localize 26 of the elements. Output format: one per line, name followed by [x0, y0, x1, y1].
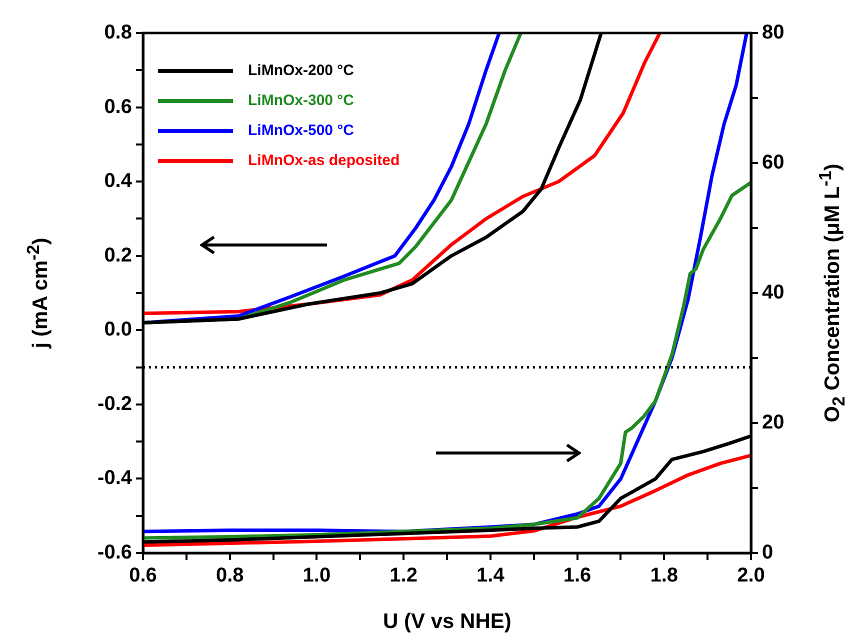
y2-tick-label: 20 — [762, 412, 784, 434]
y2-tick-label: 40 — [762, 282, 784, 304]
legend-label: LiMnOx-200 °C — [248, 62, 354, 80]
x-tick-label: 1.2 — [390, 564, 418, 587]
x-tick-label: 1.8 — [650, 564, 678, 587]
y2-tick-label: 60 — [762, 152, 784, 174]
y2-tick-label: 80 — [762, 22, 784, 44]
y-tick-label: 0.6 — [104, 96, 132, 118]
legend-label: LiMnOx-300 °C — [248, 92, 354, 110]
y2-tick-label: 0 — [762, 542, 774, 564]
x-tick-label: 0.6 — [129, 564, 157, 587]
x-tick-label: 1.4 — [476, 564, 506, 587]
y-tick-label: -0.4 — [98, 467, 133, 490]
legend-label: LiMnOx-as deposited — [248, 152, 400, 170]
x-tick-label: 2.0 — [737, 564, 765, 587]
y-tick-label: 0.8 — [104, 22, 132, 44]
y-tick-label: 0.2 — [104, 244, 132, 266]
y-tick-label: 0.0 — [104, 318, 132, 341]
x-tick-label: 0.8 — [216, 564, 244, 587]
y-tick-label: 0.4 — [104, 170, 133, 192]
legend-label: LiMnOx-500 °C — [248, 122, 354, 140]
x-axis-title: U (V vs NHE) — [383, 610, 512, 634]
y-tick-label: -0.2 — [98, 392, 132, 415]
x-tick-label: 1.0 — [302, 564, 331, 587]
y-tick-label: -0.6 — [98, 542, 132, 564]
x-tick-label: 1.6 — [563, 564, 592, 587]
